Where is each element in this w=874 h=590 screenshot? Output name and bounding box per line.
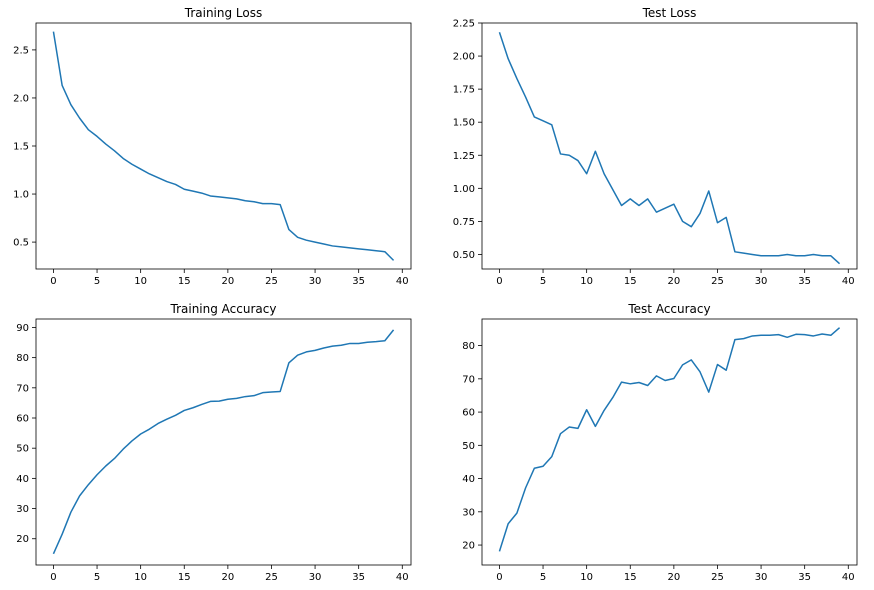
y-tick-label: 60 — [16, 414, 29, 425]
x-tick-label: 0 — [496, 276, 502, 287]
y-tick-label: 0.50 — [453, 250, 475, 261]
x-tick-label: 20 — [667, 276, 680, 287]
y-tick-label: 30 — [462, 507, 475, 518]
y-tick-label: 0.5 — [13, 238, 29, 249]
x-tick-label: 40 — [842, 572, 855, 583]
y-tick-label: 90 — [16, 323, 29, 334]
y-tick-label: 70 — [16, 383, 29, 394]
x-tick-label: 10 — [580, 276, 593, 287]
x-tick-label: 20 — [221, 572, 234, 583]
y-tick-label: 1.00 — [453, 184, 475, 195]
x-tick-label: 25 — [711, 572, 724, 583]
x-tick-label: 20 — [221, 276, 234, 287]
x-tick-label: 0 — [50, 276, 56, 287]
x-tick-label: 40 — [396, 572, 409, 583]
axes-frame — [481, 318, 858, 566]
series-line — [52, 31, 395, 261]
x-tick-label: 5 — [540, 572, 546, 583]
subplot-title: Training Accuracy — [170, 302, 277, 316]
y-tick-label: 60 — [462, 408, 475, 419]
x-tick-label: 25 — [265, 572, 278, 583]
x-tick-label: 30 — [755, 276, 768, 287]
axes-frame — [35, 22, 412, 270]
subplot-training-accuracy: Training Accuracy 0 5 10 15 20 25 30 35 40 20 30 40… — [16, 302, 412, 583]
x-tick-label: 5 — [94, 276, 100, 287]
series-line — [498, 32, 841, 265]
x-tick-label: 5 — [540, 276, 546, 287]
x-tick-label: 35 — [798, 572, 811, 583]
x-tick-label: 5 — [94, 572, 100, 583]
y-tick-label: 1.25 — [453, 151, 475, 162]
subplot-test-accuracy: Test Accuracy 0 5 10 15 20 25 30 35 40 20 30 40 50 60… — [462, 302, 858, 583]
series-line — [498, 327, 841, 552]
x-tick-label: 15 — [624, 572, 637, 583]
y-tick-label: 80 — [462, 341, 475, 352]
x-tick-label: 30 — [309, 572, 322, 583]
x-tick-label: 35 — [352, 276, 365, 287]
x-tick-label: 0 — [50, 572, 56, 583]
x-tick-label: 35 — [798, 276, 811, 287]
subplot-title: Test Accuracy — [627, 302, 710, 316]
y-tick-label: 40 — [16, 474, 29, 485]
subplot-training-loss: Training Loss 0 5 10 15 20 25 30 35 40 0.5 1.0 1.5 2… — [13, 6, 412, 287]
x-tick-label: 30 — [755, 572, 768, 583]
x-tick-label: 35 — [352, 572, 365, 583]
y-tick-label: 70 — [462, 374, 475, 385]
subplot-test-loss: Test Loss 0 5 10 15 20 25 30 35 40 0.50 0.75 1.00 1.… — [453, 6, 858, 287]
subplot-title: Test Loss — [642, 6, 697, 20]
y-tick-label: 2.00 — [453, 52, 475, 63]
y-tick-label: 20 — [16, 534, 29, 545]
series-line — [52, 329, 395, 555]
x-tick-label: 40 — [842, 276, 855, 287]
y-tick-label: 0.75 — [453, 217, 475, 228]
y-tick-label: 50 — [16, 444, 29, 455]
x-tick-label: 20 — [667, 572, 680, 583]
y-tick-label: 1.50 — [453, 118, 475, 129]
y-tick-label: 2.25 — [453, 19, 475, 30]
y-tick-label: 20 — [462, 541, 475, 552]
x-tick-label: 10 — [134, 572, 147, 583]
y-tick-label: 30 — [16, 504, 29, 515]
axes-frame — [481, 22, 858, 270]
x-tick-label: 10 — [134, 276, 147, 287]
x-tick-label: 30 — [309, 276, 322, 287]
x-tick-label: 40 — [396, 276, 409, 287]
x-tick-label: 25 — [711, 276, 724, 287]
axes-frame — [35, 318, 412, 566]
x-tick-label: 15 — [178, 572, 191, 583]
y-tick-label: 40 — [462, 474, 475, 485]
x-tick-label: 25 — [265, 276, 278, 287]
x-tick-label: 15 — [178, 276, 191, 287]
y-tick-label: 1.5 — [13, 142, 29, 153]
y-tick-label: 1.0 — [13, 190, 29, 201]
y-tick-label: 1.75 — [453, 85, 475, 96]
y-tick-label: 50 — [462, 441, 475, 452]
x-tick-label: 15 — [624, 276, 637, 287]
subplot-title: Training Loss — [184, 6, 262, 20]
y-tick-label: 80 — [16, 353, 29, 364]
x-tick-label: 0 — [496, 572, 502, 583]
y-tick-label: 2.5 — [13, 45, 29, 56]
x-tick-label: 10 — [580, 572, 593, 583]
y-tick-label: 2.0 — [13, 93, 29, 104]
